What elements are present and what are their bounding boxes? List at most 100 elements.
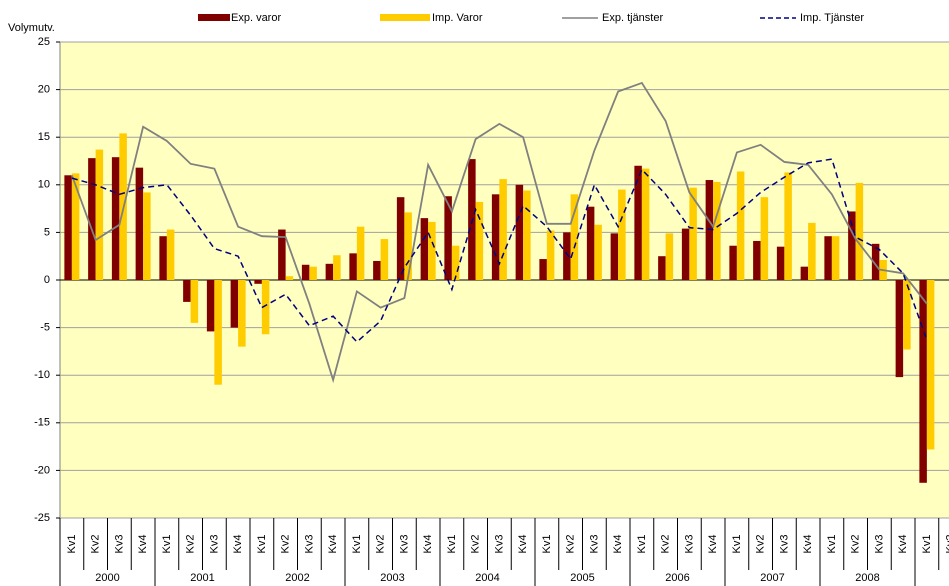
y-axis-label: Volymutv.	[8, 22, 55, 34]
bar	[159, 236, 167, 280]
bar	[848, 211, 856, 280]
bar	[776, 246, 785, 280]
bar	[563, 232, 571, 280]
x-tick-label: Kv4	[897, 535, 909, 554]
x-tick-label: Kv1	[636, 535, 648, 554]
bar	[800, 266, 809, 280]
bar	[784, 172, 792, 280]
legend-label: Exp. tjänster	[602, 12, 663, 24]
y-tick-label: -5	[40, 322, 50, 334]
x-tick-label: Kv2	[755, 535, 767, 554]
bar	[895, 280, 904, 378]
bar	[523, 190, 531, 280]
y-tick-label: -10	[34, 369, 50, 381]
bar	[420, 218, 429, 280]
year-label: 2006	[665, 572, 689, 584]
year-label: 2002	[285, 572, 309, 584]
bar	[705, 180, 714, 280]
line	[71, 81, 928, 384]
bar	[681, 228, 690, 280]
x-tick-label: Kv1	[256, 535, 268, 554]
y-tick-label: -20	[34, 464, 50, 476]
bar	[254, 280, 262, 284]
bar	[88, 158, 96, 280]
bar	[855, 182, 864, 280]
bar	[753, 240, 761, 280]
bar	[760, 197, 769, 280]
bar	[285, 276, 294, 280]
bar	[380, 239, 389, 280]
bar	[729, 245, 737, 280]
bar	[594, 224, 602, 280]
x-tick-label: Kv4	[802, 535, 814, 554]
bar	[808, 222, 816, 280]
bar	[71, 173, 80, 280]
x-tick-label: Kv3	[208, 535, 220, 554]
bar	[325, 263, 334, 280]
bar	[356, 226, 365, 280]
legend-label: Imp. Tjänster	[800, 12, 864, 24]
year-label: 2008	[855, 572, 879, 584]
x-tick-label: Kv3	[588, 535, 600, 554]
bar	[373, 260, 381, 280]
line	[71, 158, 928, 343]
bar	[333, 255, 341, 280]
bar	[586, 206, 595, 280]
year-label: 2001	[190, 572, 214, 584]
bar	[824, 236, 832, 280]
x-tick-label: Kv1	[66, 535, 78, 554]
x-tick-label: Kv4	[707, 535, 719, 554]
year-label: 2003	[380, 572, 404, 584]
x-tick-label: Kv2	[280, 535, 292, 554]
bar	[301, 264, 310, 280]
bar	[135, 167, 144, 280]
x-tick-label: Kv4	[327, 535, 339, 554]
x-tick-label: Kv1	[921, 535, 933, 554]
x-tick-label: Kv3	[113, 535, 125, 554]
bar	[278, 229, 286, 280]
x-tick-label: Kv1	[446, 535, 458, 554]
bar	[831, 236, 840, 280]
bar	[349, 253, 357, 280]
bar	[64, 175, 72, 280]
bar	[903, 280, 911, 350]
y-tick-label: 25	[38, 36, 50, 48]
x-tick-label: Kv3	[303, 535, 315, 554]
bar	[451, 245, 460, 280]
x-tick-label: Kv3	[683, 535, 695, 554]
x-tick-label: Kv2	[185, 535, 197, 554]
bar	[871, 243, 880, 280]
x-tick-label: Kv2	[945, 535, 949, 554]
y-tick-label: -15	[34, 417, 50, 429]
bar	[689, 187, 697, 280]
y-tick-label: 0	[44, 274, 50, 286]
x-tick-label: Kv2	[470, 535, 482, 554]
x-tick-label: Kv1	[826, 535, 838, 554]
x-tick-label: Kv3	[778, 535, 790, 554]
bar	[143, 192, 151, 280]
legend-label: Imp. Varor	[432, 12, 483, 24]
y-tick-label: -25	[34, 512, 50, 524]
x-tick-label: Kv2	[850, 535, 862, 554]
x-tick-label: Kv1	[351, 535, 363, 554]
bar	[206, 280, 215, 332]
x-tick-label: Kv4	[137, 535, 149, 554]
bar	[570, 194, 579, 280]
bar	[499, 179, 507, 280]
x-tick-label: Kv2	[375, 535, 387, 554]
bar	[658, 256, 666, 280]
bar	[183, 280, 191, 302]
x-tick-label: Kv3	[493, 535, 505, 554]
x-tick-label: Kv1	[541, 535, 553, 554]
bar	[641, 168, 650, 280]
legend-swatch	[198, 14, 230, 21]
bar	[919, 280, 927, 483]
legend-label: Exp. varor	[231, 12, 281, 24]
x-tick-label: Kv3	[398, 535, 410, 554]
bar	[618, 189, 626, 280]
y-tick-label: 20	[38, 84, 50, 96]
bar	[111, 157, 120, 280]
bar	[238, 280, 246, 347]
bar	[230, 280, 239, 328]
